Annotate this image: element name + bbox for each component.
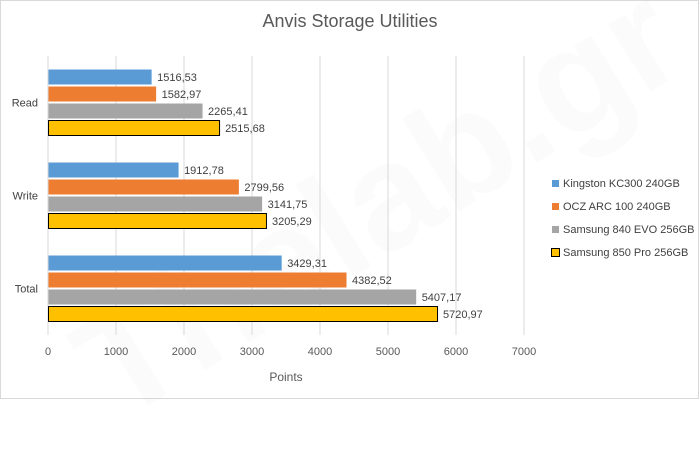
bar: [48, 179, 239, 195]
legend-swatch: [551, 248, 560, 257]
x-tick-label: 5000: [376, 346, 400, 358]
bar: [48, 272, 347, 288]
bar: [48, 196, 263, 212]
bar-value-label: 3205,29: [272, 216, 312, 228]
bar-value-label: 1516,53: [157, 72, 197, 84]
bar-value-label: 2265,41: [208, 106, 248, 118]
x-tick-label: 3000: [240, 346, 264, 358]
bar-value-label: 3429,31: [287, 258, 327, 270]
x-tick-label: 6000: [444, 346, 468, 358]
bar: [48, 103, 203, 119]
x-tick-label: 7000: [512, 346, 536, 358]
bar: [48, 69, 152, 85]
bar-value-label: 2799,56: [244, 182, 284, 194]
bar-value-label: 5407,17: [422, 292, 462, 304]
x-tick-label: 4000: [308, 346, 332, 358]
x-tick-label: 0: [45, 346, 51, 358]
x-axis-label: Points: [269, 370, 303, 384]
category-label: Total: [15, 284, 38, 296]
bar-value-label: 1582,97: [162, 89, 202, 101]
legend-item: OCZ ARC 100 240GB: [552, 195, 694, 218]
bar-value-label: 2515,68: [225, 123, 265, 135]
bar: [48, 213, 267, 229]
bar: [48, 86, 157, 102]
legend-swatch: [552, 226, 559, 233]
legend-item: Kingston KC300 240GB: [552, 172, 694, 195]
bar: [48, 255, 282, 271]
legend-label: OCZ ARC 100 240GB: [563, 200, 671, 213]
chart-legend: Kingston KC300 240GB OCZ ARC 100 240GB Sam…: [551, 172, 694, 264]
bar: [48, 306, 439, 322]
category-label: Read: [12, 98, 38, 110]
legend-swatch: [552, 180, 559, 187]
bar-value-label: 1912,78: [184, 165, 224, 177]
bar-value-label: 3141,75: [268, 199, 308, 211]
bar-value-label: 4382,52: [352, 275, 392, 287]
bar: [48, 289, 417, 305]
legend-label: Kingston KC300 240GB: [563, 177, 680, 190]
chart-frame: [0, 0, 699, 399]
legend-swatch: [552, 203, 559, 210]
legend-label: Samsung 840 EVO 256GB: [563, 223, 695, 236]
x-tick-label: 2000: [172, 346, 196, 358]
legend-item: Samsung 850 Pro 256GB: [551, 241, 694, 264]
x-tick-label: 1000: [104, 346, 128, 358]
legend-item: Samsung 840 EVO 256GB: [552, 218, 694, 241]
chart-title: Anvis Storage Utilities: [262, 11, 438, 31]
bar: [48, 120, 221, 136]
legend-label: Samsung 850 Pro 256GB: [563, 246, 689, 259]
bar-value-label: 5720,97: [443, 309, 483, 321]
bar-chart-plot: 0 1000 2000 3000 4000 5000 6000 7000 Read 1516,53…: [12, 56, 536, 358]
category-label: Write: [13, 191, 38, 203]
bar: [48, 162, 179, 178]
